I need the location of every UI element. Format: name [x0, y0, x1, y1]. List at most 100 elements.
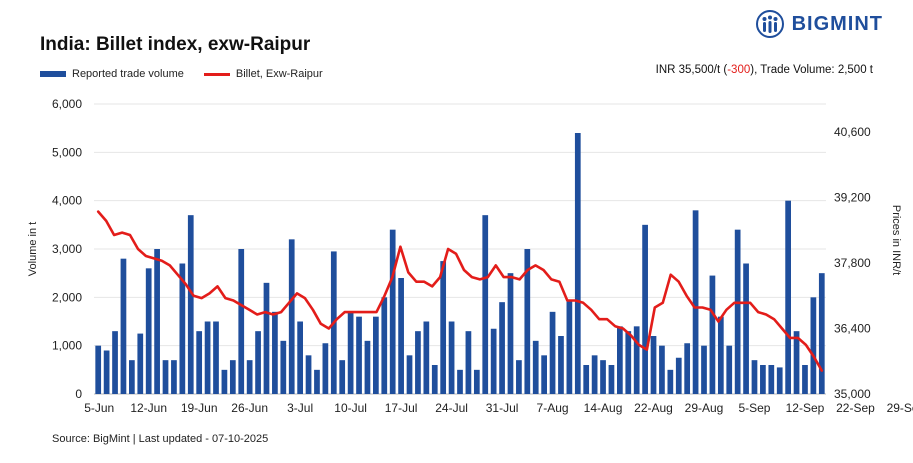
volume-bar	[347, 311, 354, 394]
volume-bar	[297, 321, 303, 394]
volume-bar	[229, 360, 236, 394]
chart-legend: Reported trade volume Billet, Exw-Raipur	[40, 68, 323, 80]
price-line	[96, 210, 824, 372]
chart-title: India: Billet index, exw-Raipur	[40, 34, 311, 55]
x-tick-label: 12-Sep	[786, 401, 825, 415]
y-tick-label: 6,000	[52, 97, 82, 111]
volume-bar	[566, 299, 573, 394]
volume-bar	[305, 355, 312, 394]
volume-bar	[659, 345, 665, 394]
volume-bar	[524, 249, 531, 394]
volume-bar	[482, 215, 489, 394]
volume-bar	[179, 263, 186, 394]
legend-label-price: Billet, Exw-Raipur	[235, 68, 323, 80]
volume-bar	[818, 273, 825, 394]
volume-bar	[457, 369, 463, 394]
legend-label-volume: Reported trade volume	[72, 68, 184, 80]
volume-bar	[768, 365, 775, 394]
volume-bars	[95, 133, 825, 394]
y-axis-label: Volume in t	[27, 222, 39, 276]
brand-logo[interactable]: BIGMINT	[755, 10, 883, 38]
x-tick-label: 3-Jul	[287, 401, 313, 415]
volume-bar	[776, 367, 783, 394]
volume-bar	[406, 355, 413, 394]
volume-bar	[137, 333, 144, 394]
volume-bar	[103, 350, 110, 394]
x-tick-label: 10-Jul	[334, 401, 367, 415]
volume-bar	[583, 365, 590, 394]
volume-bar	[499, 302, 505, 394]
volume-bar	[154, 249, 160, 394]
volume-bar	[112, 331, 118, 394]
volume-bar	[373, 316, 379, 394]
volume-bar	[381, 297, 388, 394]
volume-bar	[423, 321, 430, 394]
volume-bar	[120, 258, 127, 394]
volume-bar	[465, 331, 472, 394]
volume-bar	[608, 365, 615, 394]
bigmint-logo-icon	[755, 10, 784, 38]
volume-bar	[95, 345, 102, 394]
volume-bar	[667, 369, 674, 394]
volume-bar	[684, 343, 691, 394]
x-tick-label: 24-Jul	[435, 401, 468, 415]
volume-bar	[810, 297, 817, 394]
y2-tick-label: 37,800	[834, 256, 871, 270]
volume-bar	[196, 331, 203, 394]
source-note: Source: BigMint | Last updated - 07-10-2…	[52, 433, 269, 445]
y2-tick-label: 39,200	[834, 191, 871, 205]
volume-bar	[288, 239, 295, 394]
x-tick-label: 5-Sep	[738, 401, 770, 415]
axes: 0 1,000 2,000 3,000 4,000 5,000 6,000 35,000 36,…	[52, 97, 913, 415]
volume-bar	[549, 311, 556, 394]
volume-bar	[642, 224, 648, 394]
x-tick-label: 26-Jun	[231, 401, 268, 415]
volume-bar	[440, 261, 447, 394]
volume-bar	[490, 328, 497, 394]
y-tick-label: 2,000	[52, 290, 82, 304]
x-tick-label: 12-Jun	[130, 401, 167, 415]
volume-bar	[221, 369, 228, 394]
x-tick-label: 7-Aug	[537, 401, 569, 415]
y-tick-label: 3,000	[52, 242, 82, 256]
volume-bar	[650, 336, 657, 394]
volume-bar	[238, 249, 245, 394]
volume-bar	[204, 321, 211, 394]
volume-bar	[129, 360, 135, 394]
x-tick-label: 19-Jun	[181, 401, 218, 415]
volume-bar	[516, 360, 522, 394]
y2-tick-label: 35,000	[834, 387, 871, 401]
volume-bar	[171, 360, 177, 394]
volume-bar	[431, 365, 438, 394]
volume-bar	[760, 365, 766, 394]
volume-bar	[364, 340, 371, 394]
volume-bar	[558, 336, 564, 394]
volume-bar	[213, 321, 219, 394]
status-suffix: ), Trade Volume: 2,500 t	[750, 64, 873, 76]
volume-bar	[617, 326, 623, 394]
volume-bar	[322, 343, 329, 394]
volume-bar	[314, 369, 320, 394]
status-change: -300	[727, 64, 751, 76]
volume-bar	[726, 345, 733, 394]
price-line-group	[96, 210, 824, 372]
y-tick-label: 5,000	[52, 145, 82, 159]
brand-name: BIGMINT	[791, 12, 883, 35]
latest-status: INR 35,500/t (-300), Trade Volume: 2,500…	[656, 64, 873, 76]
x-tick-label: 29-Aug	[685, 401, 724, 415]
volume-bar	[743, 263, 749, 394]
volume-bar	[339, 360, 346, 394]
volume-bar	[785, 200, 791, 394]
volume-bar	[255, 331, 261, 394]
legend-swatch-volume	[40, 71, 66, 77]
volume-bar	[246, 360, 253, 394]
x-tick-label: 17-Jul	[385, 401, 418, 415]
volume-bar	[709, 275, 716, 394]
gridlines	[94, 103, 826, 395]
volume-bar	[448, 321, 455, 394]
x-tick-label: 14-Aug	[584, 401, 623, 415]
volume-bar	[600, 360, 606, 394]
volume-bar	[734, 229, 741, 394]
volume-bar	[793, 331, 800, 394]
